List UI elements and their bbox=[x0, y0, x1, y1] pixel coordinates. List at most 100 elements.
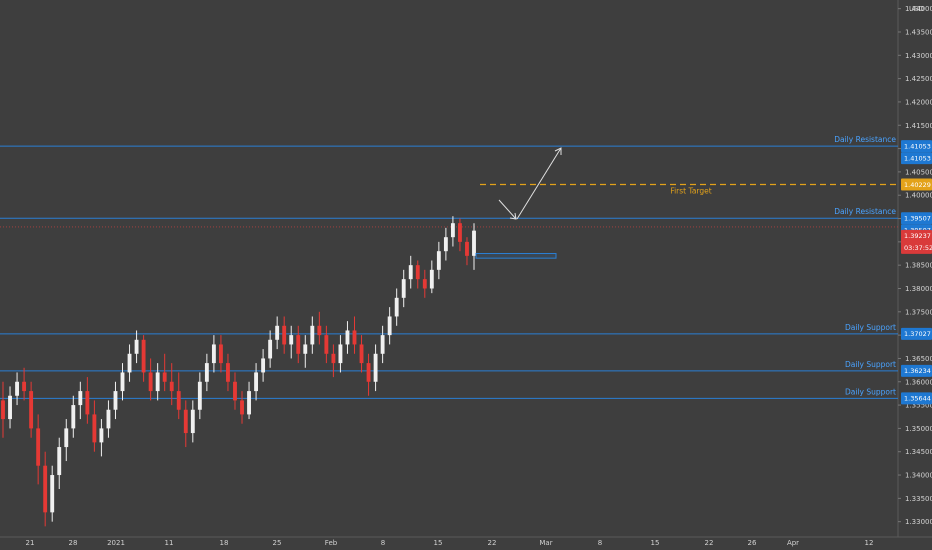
level-badge: 1.39507 bbox=[904, 215, 931, 223]
candle-body bbox=[120, 372, 125, 392]
y-tick-label: 1.41500 bbox=[905, 122, 932, 130]
candle-body bbox=[352, 330, 357, 345]
candle-body bbox=[43, 465, 48, 513]
candle-body bbox=[78, 391, 83, 406]
candle-body bbox=[429, 269, 434, 289]
y-tick-label: 1.38500 bbox=[905, 262, 932, 270]
currency-label: USD bbox=[909, 5, 924, 13]
arrow-head-icon bbox=[554, 147, 562, 155]
y-tick-label: 1.38000 bbox=[905, 285, 932, 293]
candle-body bbox=[465, 241, 469, 256]
candle-body bbox=[127, 353, 132, 373]
level-label: Daily Resistance bbox=[834, 135, 896, 144]
candle-body bbox=[261, 358, 266, 373]
x-tick-label: 8 bbox=[598, 539, 602, 547]
candle-body bbox=[50, 475, 55, 513]
candle-body bbox=[366, 363, 371, 382]
y-tick-label: 1.40500 bbox=[905, 168, 932, 176]
candle-body bbox=[226, 363, 230, 382]
level-badge: 1.36234 bbox=[904, 367, 931, 375]
candle-body bbox=[331, 353, 336, 364]
candle-body bbox=[155, 372, 160, 392]
last-price-badge-bg bbox=[901, 229, 932, 254]
candle-body bbox=[106, 409, 111, 429]
x-tick-label: 22 bbox=[488, 539, 497, 547]
candle-body bbox=[36, 428, 41, 466]
candle-body bbox=[162, 372, 167, 382]
candle-body bbox=[183, 409, 188, 434]
x-tick-label: 25 bbox=[273, 539, 282, 547]
candle-body bbox=[401, 279, 406, 298]
level-badge-bg bbox=[901, 212, 932, 225]
candle-body bbox=[422, 279, 427, 289]
y-tick-label: 1.34500 bbox=[905, 448, 932, 456]
candle-body bbox=[415, 265, 420, 280]
candle-body bbox=[57, 447, 62, 476]
candle-body bbox=[436, 251, 441, 270]
candle-body bbox=[296, 335, 301, 354]
candle-body bbox=[450, 223, 455, 238]
y-tick-label: 1.33500 bbox=[905, 495, 932, 503]
candle-body bbox=[324, 335, 329, 354]
x-tick-label: 15 bbox=[434, 539, 443, 547]
candle-body bbox=[141, 339, 146, 373]
candle-body bbox=[275, 325, 280, 340]
candle-body bbox=[8, 395, 12, 420]
candle-body bbox=[472, 230, 476, 256]
x-tick-label: 11 bbox=[165, 539, 174, 547]
y-tick-label: 1.40000 bbox=[905, 192, 932, 200]
candle-body bbox=[233, 381, 237, 401]
candle-body bbox=[148, 372, 153, 392]
candle-body bbox=[176, 391, 181, 410]
candle-body bbox=[211, 344, 216, 364]
candle-body bbox=[268, 339, 273, 359]
last-price-badge: 1.39237 bbox=[904, 232, 931, 240]
candle-body bbox=[373, 353, 378, 382]
level-badge: 1.35644 bbox=[904, 395, 931, 403]
candle-body bbox=[218, 344, 223, 364]
y-tick-label: 1.33000 bbox=[905, 518, 932, 526]
x-tick-label: 15 bbox=[651, 539, 660, 547]
level-badge-bg bbox=[901, 392, 932, 405]
candle-body bbox=[22, 381, 27, 392]
candle-body bbox=[240, 400, 244, 415]
candle-body bbox=[289, 335, 294, 345]
candle-body bbox=[345, 330, 350, 345]
candle-body bbox=[204, 363, 209, 382]
countdown-label: 03:37:52 bbox=[904, 244, 932, 252]
arrow-head-icon bbox=[509, 212, 517, 220]
level-label: Daily Support bbox=[845, 323, 896, 332]
candle-body bbox=[303, 344, 308, 354]
candle-body bbox=[15, 381, 19, 396]
level-badge-bg bbox=[901, 140, 932, 153]
x-tick-label: 8 bbox=[381, 539, 385, 547]
target-badge-bg bbox=[901, 178, 932, 191]
x-tick-label: 26 bbox=[748, 539, 757, 547]
y-tick-label: 1.44000 bbox=[905, 5, 932, 13]
y-tick-label: 1.37500 bbox=[905, 308, 932, 316]
candle-body bbox=[254, 372, 259, 392]
candle-body bbox=[359, 344, 364, 364]
level-badge-bg bbox=[901, 364, 932, 377]
x-tick-label: 2021 bbox=[107, 539, 125, 547]
x-tick-label: 22 bbox=[705, 539, 714, 547]
candle-body bbox=[113, 391, 118, 410]
candle-body bbox=[310, 325, 315, 345]
level-badge: 1.37027 bbox=[904, 330, 931, 338]
candle-body bbox=[317, 325, 322, 336]
level-badge-bg bbox=[901, 152, 932, 165]
x-tick-label: Feb bbox=[325, 539, 338, 547]
candle-body bbox=[71, 405, 76, 429]
candle-body bbox=[387, 316, 392, 336]
entry-zone bbox=[475, 253, 557, 259]
candle-body bbox=[247, 391, 251, 415]
x-tick-label: 21 bbox=[26, 539, 35, 547]
projection-arrow-icon bbox=[516, 147, 562, 220]
y-tick-label: 1.35500 bbox=[905, 402, 932, 410]
candle-body bbox=[458, 223, 462, 242]
candle-body bbox=[190, 409, 195, 434]
x-tick-label: Mar bbox=[539, 539, 552, 547]
